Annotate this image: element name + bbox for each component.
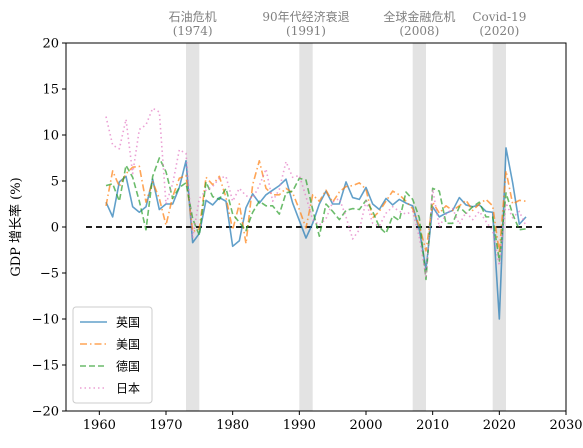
y-tick-label: 10 xyxy=(42,129,59,144)
y-tick-label: 0 xyxy=(51,221,59,236)
y-axis-title: GDP 增长率 (%) xyxy=(8,177,24,276)
series-line xyxy=(105,159,527,254)
x-tick-label: 1990 xyxy=(283,418,316,433)
recession-annotations: 石油危机(1974) 90年代经济衰退(1991) 全球金融危机(2008) Covi… xyxy=(169,9,527,38)
recession-label: Covid-19 xyxy=(472,10,526,24)
y-tick-label: 5 xyxy=(51,175,59,190)
y-tick-label: −10 xyxy=(32,313,59,328)
y-tick-label: −5 xyxy=(40,267,59,282)
x-tick-label: 1970 xyxy=(149,418,182,433)
legend-label: 美国 xyxy=(116,338,140,352)
y-axis: −20 −15 −10 −5 0 5 10 15 20 xyxy=(32,37,66,420)
recession-year-label: (1991) xyxy=(286,24,326,38)
recession-label: 90年代经济衰退 xyxy=(262,9,349,24)
x-tick-label: 2010 xyxy=(416,418,449,433)
y-tick-label: −20 xyxy=(32,405,59,420)
x-tick-label: 1960 xyxy=(83,418,116,433)
recession-label: 石油危机 xyxy=(169,10,217,24)
x-tick-label: 2030 xyxy=(549,418,582,433)
series-lines xyxy=(105,107,527,320)
recession-year-label: (2020) xyxy=(479,24,519,38)
legend-box xyxy=(72,306,153,404)
recession-year-label: (2008) xyxy=(399,24,439,38)
series-line xyxy=(105,107,527,278)
y-tick-label: −15 xyxy=(32,359,59,374)
y-tick-label: 15 xyxy=(42,83,59,98)
legend-label: 英国 xyxy=(116,316,140,330)
y-tick-label: 20 xyxy=(42,37,59,52)
x-tick-label: 2020 xyxy=(483,418,516,433)
legend-label: 德国 xyxy=(116,359,140,374)
x-tick-label: 2000 xyxy=(349,418,382,433)
series-line xyxy=(105,157,527,281)
recession-year-label: (1974) xyxy=(173,24,213,38)
recession-label: 全球金融危机 xyxy=(383,9,455,24)
x-axis: 1960 1970 1980 1990 2000 2010 2020 2030 xyxy=(83,411,583,433)
series-line xyxy=(105,147,527,320)
x-tick-label: 1980 xyxy=(216,418,249,433)
legend-label: 日本 xyxy=(116,382,140,396)
